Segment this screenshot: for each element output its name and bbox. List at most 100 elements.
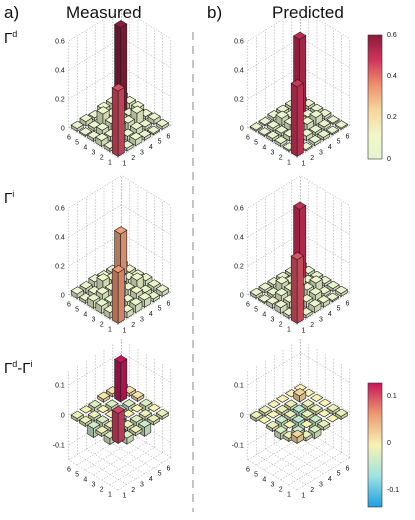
bar-3d <box>114 355 128 403</box>
y-tick-label: 6 <box>67 302 71 309</box>
y-tick-label: 2 <box>100 155 104 162</box>
bar-3d <box>326 280 340 293</box>
y-tick-label: 6 <box>67 135 71 142</box>
y-tick-label: 2 <box>279 155 283 162</box>
y-tick-label: 4 <box>262 312 266 319</box>
colorbar-top-tick: 0 <box>387 156 391 163</box>
bar-3d <box>95 132 109 148</box>
bar-3d <box>266 420 280 433</box>
bar-3d <box>96 404 110 414</box>
x-tick-label: 5 <box>337 471 341 478</box>
x-tick-label: 6 <box>166 300 170 307</box>
x-tick-label: 5 <box>158 471 162 478</box>
z-tick-label: 0 <box>61 126 65 133</box>
y-tick-label: 4 <box>83 145 87 152</box>
bar-3d <box>258 405 272 417</box>
colorbar-top-tick: 0.6 <box>387 32 397 39</box>
z-tick-label: 0.2 <box>55 97 65 104</box>
colorbar-top-tick: 0.2 <box>387 114 397 121</box>
bar-3d <box>308 135 322 147</box>
z-tick-label: 0.6 <box>55 206 65 213</box>
bar-3d <box>147 403 161 412</box>
z-tick-label: 0.4 <box>55 68 65 75</box>
z-tick-label: 0 <box>240 126 244 133</box>
z-tick-label: 0.4 <box>55 235 65 242</box>
y-tick-label: 4 <box>262 477 266 484</box>
y-tick-label: 1 <box>287 160 291 167</box>
bar-3d <box>317 419 331 431</box>
bar-3d <box>155 284 169 298</box>
bar-3d <box>266 130 280 143</box>
bar-3d <box>70 286 84 300</box>
y-tick-label: 1 <box>287 327 291 334</box>
bar-3d <box>249 410 263 423</box>
bar-3d <box>290 251 304 325</box>
bar-3d <box>266 120 280 132</box>
bar-3d <box>97 391 111 403</box>
x-tick-label: 2 <box>310 322 314 329</box>
bar-3d <box>111 83 125 158</box>
x-tick-label: 4 <box>328 144 332 151</box>
panel-a-title: Measured <box>66 3 142 22</box>
x-tick-label: 1 <box>122 160 126 167</box>
bar-3d <box>309 404 323 416</box>
x-tick-label: 5 <box>337 306 341 313</box>
bar-3d <box>130 404 144 413</box>
y-tick-label: 3 <box>271 482 275 489</box>
x-tick-label: 3 <box>319 317 323 324</box>
bar-3d <box>317 119 331 131</box>
bar-3d <box>249 122 263 133</box>
bar-3d <box>325 414 340 423</box>
bar-3d <box>300 419 314 429</box>
x-tick-label: 1 <box>301 160 305 167</box>
z-tick-label: 0.1 <box>55 383 65 390</box>
bar-3d <box>146 125 161 136</box>
z-tick-label: 0.4 <box>234 68 244 75</box>
y-tick-label: 3 <box>92 317 96 324</box>
bar-3d <box>70 120 84 133</box>
bar-3d <box>318 398 332 407</box>
z-tick-label: 0 <box>240 413 244 420</box>
x-tick-label: 6 <box>166 133 170 140</box>
x-tick-label: 6 <box>345 300 349 307</box>
z-tick-label: 0.1 <box>234 383 244 390</box>
z-tick-label: 0.6 <box>234 206 244 213</box>
z-tick-label: -0.1 <box>232 443 244 450</box>
z-tick-label: 0.2 <box>55 264 65 271</box>
bar-3d <box>293 388 307 403</box>
x-tick-label: 6 <box>166 465 170 472</box>
bar-3d <box>87 410 101 422</box>
bar-3d <box>308 124 323 136</box>
x-tick-label: 5 <box>158 139 162 146</box>
y-tick-label: 4 <box>262 145 266 152</box>
bar-3d <box>310 393 324 402</box>
x-tick-label: 2 <box>131 487 135 494</box>
x-tick-label: 4 <box>328 476 332 483</box>
x-tick-label: 5 <box>158 306 162 313</box>
z-tick-label: 0.6 <box>234 39 244 46</box>
z-tick-label: 0 <box>240 293 244 300</box>
y-tick-label: 6 <box>246 135 250 142</box>
panel-a-letter: a) <box>4 3 19 22</box>
bar-3d <box>78 127 93 138</box>
x-tick-label: 3 <box>319 482 323 489</box>
bar-3d <box>147 279 161 293</box>
y-tick-label: 3 <box>271 317 275 324</box>
y-tick-label: 1 <box>108 492 112 499</box>
x-tick-label: 6 <box>345 133 349 140</box>
x-tick-label: 5 <box>337 139 341 146</box>
y-tick-label: 1 <box>287 492 291 499</box>
x-tick-label: 1 <box>122 492 126 499</box>
bar-3d <box>249 287 263 300</box>
bar-3d <box>290 429 304 445</box>
z-tick-label: 0 <box>61 293 65 300</box>
x-tick-label: 4 <box>149 476 153 483</box>
y-tick-label: 3 <box>92 150 96 157</box>
bar-3d <box>334 285 348 298</box>
z-tick-label: 0.6 <box>55 39 65 46</box>
bar-3d <box>258 116 272 127</box>
z-tick-label: -0.1 <box>53 443 65 450</box>
x-tick-label: 2 <box>310 487 314 494</box>
row-label-gamma-difference: Γd-Γi <box>4 359 33 377</box>
